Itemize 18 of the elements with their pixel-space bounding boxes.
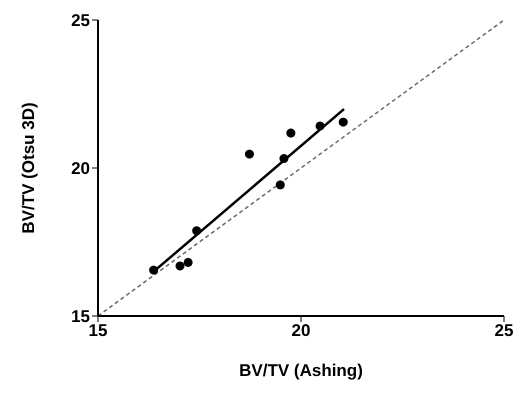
y-tick-label: 20 [71,159,90,178]
point [279,154,288,164]
y-tick-label: 15 [71,307,90,326]
x-tick-label: 25 [494,321,514,340]
point [192,226,202,236]
y-axis-title: BV/TV (Otsu 3D) [19,102,38,234]
point [276,180,285,190]
point [184,258,193,267]
point [244,150,254,159]
point [286,128,296,138]
point [176,261,185,270]
point [338,118,348,127]
x-axis-title: BV/TV (Ashing) [239,361,363,380]
x-tick-label: 20 [292,321,310,340]
y-tick-label: 25 [71,11,90,30]
point [316,121,325,130]
point [149,266,158,275]
x-tick-label: 15 [88,321,108,340]
